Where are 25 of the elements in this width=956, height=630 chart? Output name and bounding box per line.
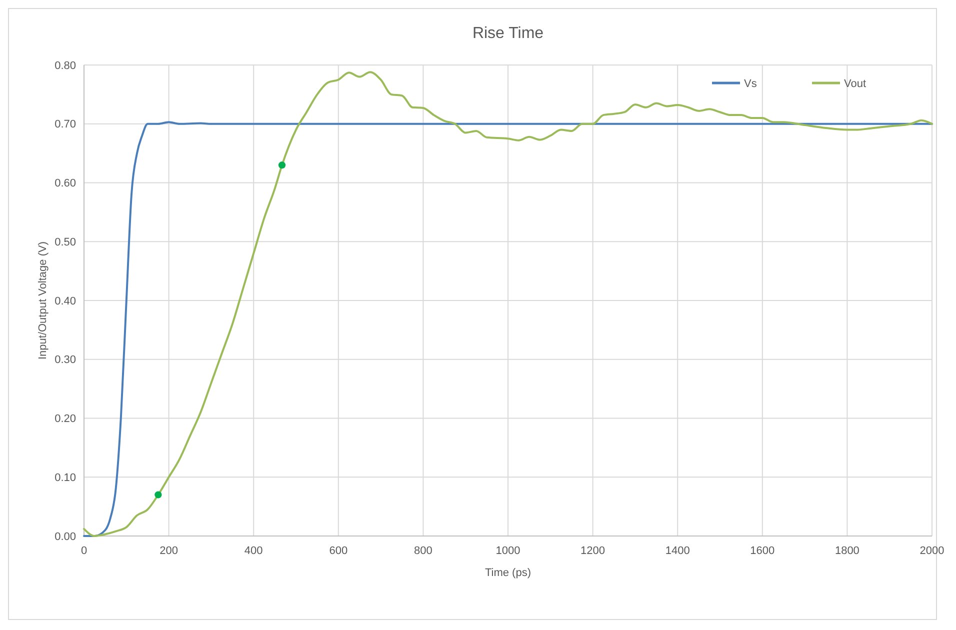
x-tick-label: 1800 bbox=[834, 545, 860, 557]
x-tick-label: 600 bbox=[329, 545, 348, 557]
x-tick-label: 0 bbox=[80, 545, 88, 557]
x-tick-label: 1400 bbox=[665, 545, 690, 557]
x-axis-title: Time (ps) bbox=[484, 567, 532, 579]
y-tick-label: 0.70 bbox=[54, 118, 76, 131]
x-tick-label: 2000 bbox=[920, 545, 944, 557]
x-tick-label: 1200 bbox=[580, 545, 606, 557]
y-tick-label: 0.20 bbox=[54, 413, 76, 426]
legend-label: Vs bbox=[744, 78, 758, 90]
x-tick-label: 1600 bbox=[750, 545, 775, 557]
y-tick-label: 0.30 bbox=[54, 354, 76, 366]
chart-title: Rise Time bbox=[472, 25, 544, 42]
x-tick-label: 1000 bbox=[496, 545, 520, 557]
y-axis-title: Input/Output Voltage (V) bbox=[37, 241, 49, 360]
y-tick-label: 0.50 bbox=[54, 236, 76, 248]
x-tick-label: 200 bbox=[160, 545, 178, 557]
legend-label: Vout bbox=[844, 78, 866, 90]
y-tick-label: 0.60 bbox=[54, 178, 76, 190]
y-tick-label: 0.80 bbox=[54, 60, 76, 72]
y-tick-label: 0.40 bbox=[54, 295, 76, 308]
y-tick-label: 0.10 bbox=[54, 472, 76, 484]
x-tick-label: 800 bbox=[414, 545, 432, 557]
y-tick-label: 0.00 bbox=[54, 530, 76, 543]
x-tick-label: 400 bbox=[244, 545, 263, 557]
